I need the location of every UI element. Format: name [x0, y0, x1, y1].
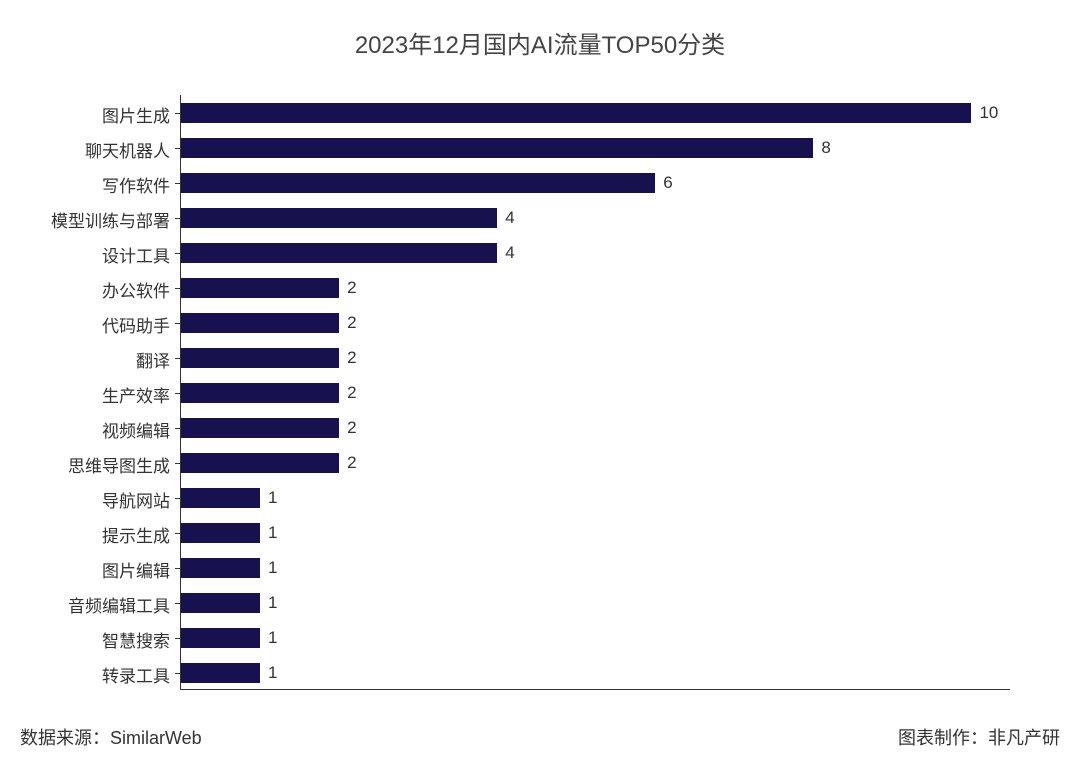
bar-value-label: 2 — [347, 453, 356, 473]
bar — [181, 103, 971, 123]
bar — [181, 418, 339, 438]
bar-value-label: 1 — [268, 523, 277, 543]
category-label: 聊天机器人 — [85, 137, 170, 162]
bar-value-label: 4 — [505, 208, 514, 228]
bar-row: 4 — [181, 208, 1010, 228]
bar-value-label: 8 — [821, 138, 830, 158]
category-label: 导航网站 — [102, 487, 170, 512]
chart-title: 2023年12月国内AI流量TOP50分类 — [0, 0, 1080, 80]
bar-row: 1 — [181, 558, 1010, 578]
bar — [181, 383, 339, 403]
category-label: 设计工具 — [102, 242, 170, 267]
bar-row: 4 — [181, 243, 1010, 263]
bar-row: 1 — [181, 488, 1010, 508]
bar-value-label: 2 — [347, 313, 356, 333]
chart-plot-area: 10 8 6 4 4 2 2 2 2 2 2 1 1 1 1 1 1 — [180, 95, 1010, 690]
category-label: 图片编辑 — [102, 557, 170, 582]
chart-creator-label: 图表制作：非凡产研 — [898, 724, 1060, 750]
bar-row: 1 — [181, 663, 1010, 683]
bar — [181, 593, 260, 613]
category-label: 转录工具 — [102, 662, 170, 687]
bar-value-label: 1 — [268, 488, 277, 508]
bar-row: 1 — [181, 593, 1010, 613]
category-label: 翻译 — [136, 347, 170, 372]
bar-value-label: 6 — [663, 173, 672, 193]
data-source-label: 数据来源：SimilarWeb — [20, 724, 202, 750]
bar-value-label: 10 — [979, 103, 998, 123]
bar — [181, 243, 497, 263]
category-label: 智慧搜索 — [102, 627, 170, 652]
category-label: 提示生成 — [102, 522, 170, 547]
bar — [181, 523, 260, 543]
bar-value-label: 1 — [268, 593, 277, 613]
bar-row: 2 — [181, 278, 1010, 298]
category-label: 生产效率 — [102, 382, 170, 407]
bar — [181, 628, 260, 648]
bar-row: 8 — [181, 138, 1010, 158]
bar — [181, 173, 655, 193]
bar-row: 2 — [181, 418, 1010, 438]
bar-row: 1 — [181, 523, 1010, 543]
bar — [181, 138, 813, 158]
category-label: 音频编辑工具 — [68, 592, 170, 617]
bar — [181, 663, 260, 683]
bar — [181, 208, 497, 228]
bar-value-label: 2 — [347, 278, 356, 298]
bar-row: 1 — [181, 628, 1010, 648]
bar-row: 6 — [181, 173, 1010, 193]
bar-row: 2 — [181, 348, 1010, 368]
bar-row: 10 — [181, 103, 1010, 123]
category-label: 思维导图生成 — [68, 452, 170, 477]
bar-value-label: 4 — [505, 243, 514, 263]
bar-value-label: 1 — [268, 628, 277, 648]
category-label: 写作软件 — [102, 172, 170, 197]
bar-value-label: 2 — [347, 418, 356, 438]
category-label: 图片生成 — [102, 102, 170, 127]
bar-value-label: 2 — [347, 383, 356, 403]
bar — [181, 453, 339, 473]
bar — [181, 488, 260, 508]
bar-row: 2 — [181, 383, 1010, 403]
bar-row: 2 — [181, 453, 1010, 473]
bar — [181, 348, 339, 368]
bar-value-label: 2 — [347, 348, 356, 368]
bar — [181, 558, 260, 578]
category-label: 模型训练与部署 — [51, 207, 170, 232]
bar — [181, 278, 339, 298]
bar-row: 2 — [181, 313, 1010, 333]
bar-value-label: 1 — [268, 663, 277, 683]
bar-value-label: 1 — [268, 558, 277, 578]
category-label: 办公软件 — [102, 277, 170, 302]
category-label: 视频编辑 — [102, 417, 170, 442]
category-label: 代码助手 — [102, 312, 170, 337]
bar — [181, 313, 339, 333]
